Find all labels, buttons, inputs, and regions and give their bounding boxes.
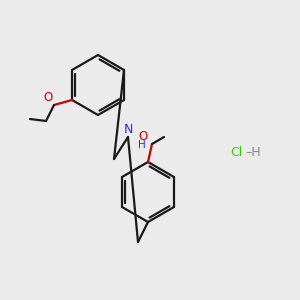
Text: O: O (139, 130, 148, 143)
Text: H: H (138, 140, 146, 150)
Text: –H: –H (245, 146, 261, 158)
Text: N: N (123, 123, 133, 136)
Text: Cl: Cl (230, 146, 242, 158)
Text: O: O (44, 91, 53, 104)
